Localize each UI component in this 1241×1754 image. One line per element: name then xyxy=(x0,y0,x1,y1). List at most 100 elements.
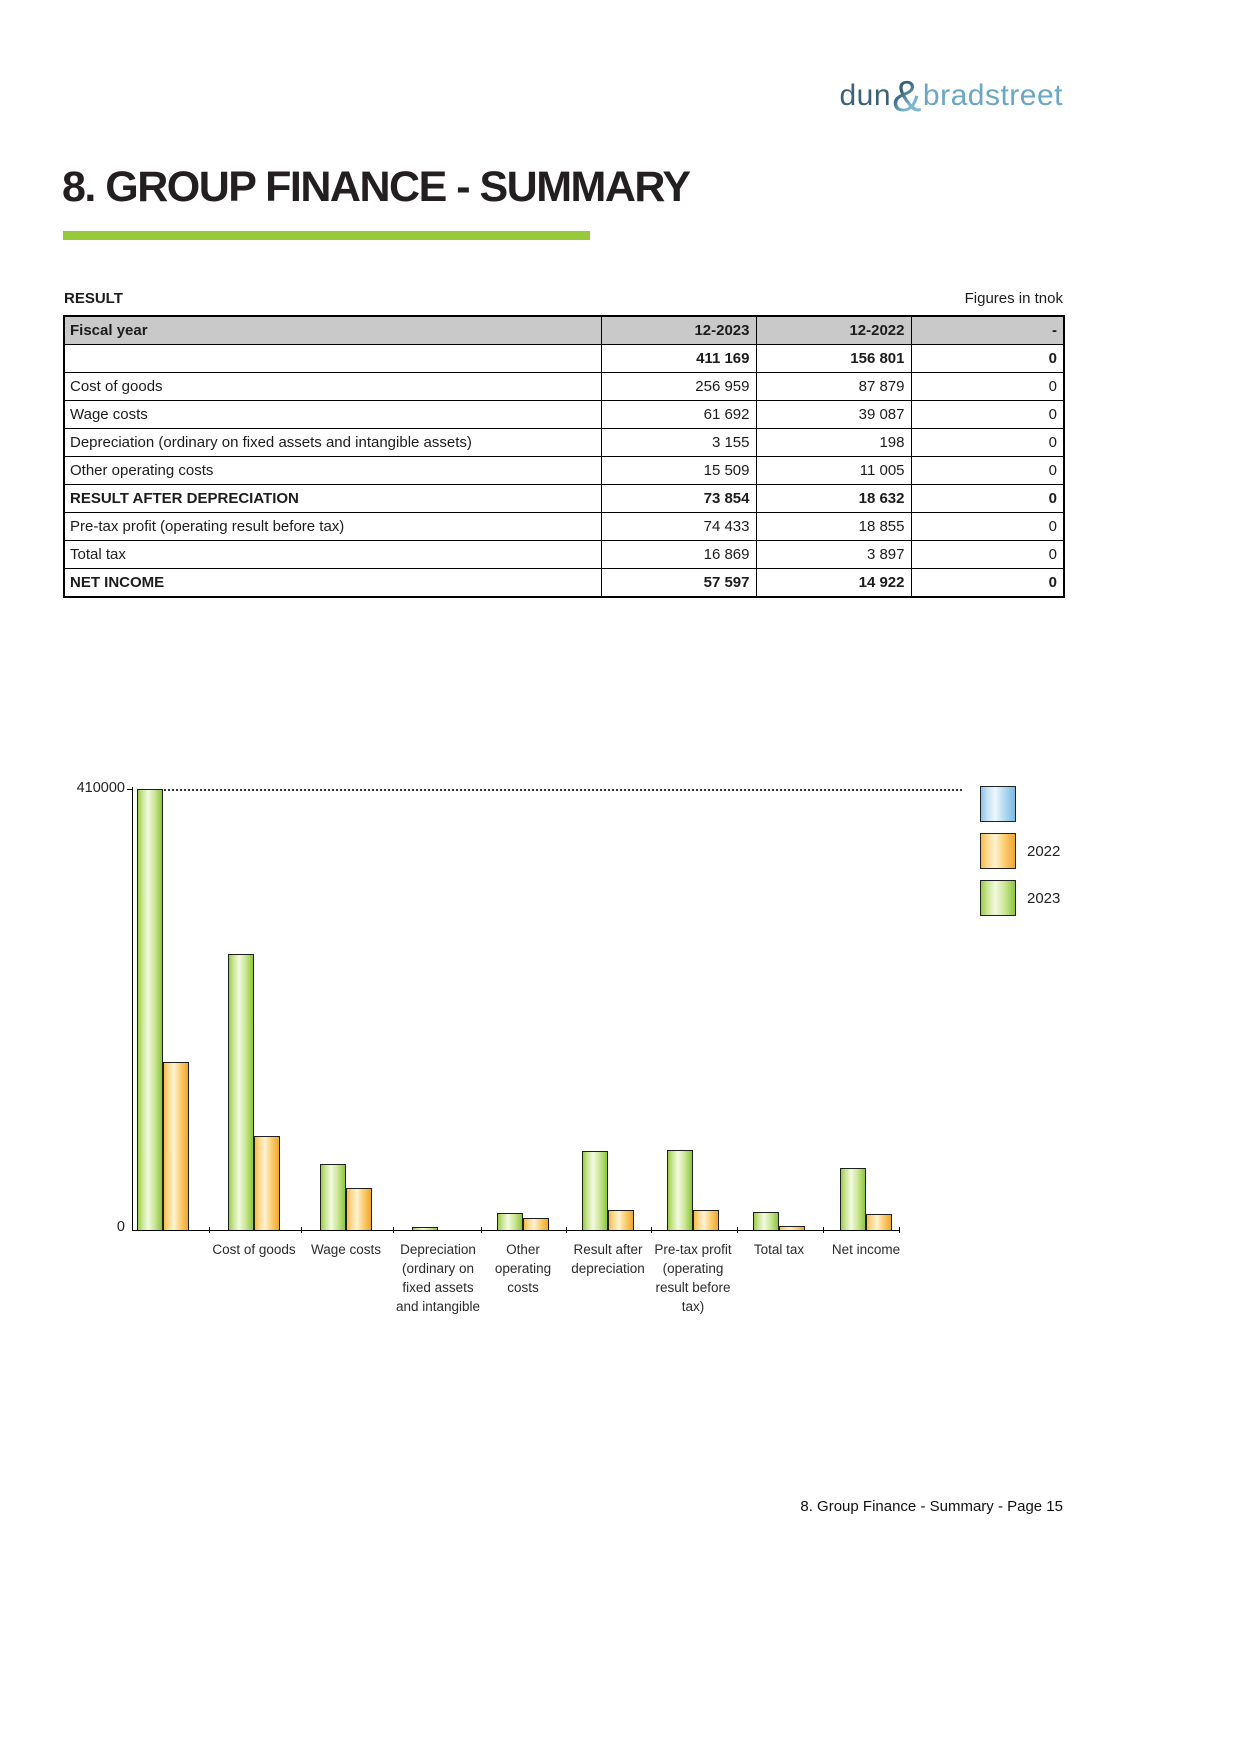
bar-2023-Cost of goods xyxy=(228,954,254,1230)
row-label: NET INCOME xyxy=(63,568,602,598)
x-axis-label-result-after-depreciation: Result after depreciation xyxy=(571,1242,645,1276)
bar-2023-Depreciation (ordinary on fixed assets and intangible xyxy=(412,1226,438,1230)
y-axis-zero-label: 0 xyxy=(116,1219,125,1235)
table-row: Wage costs 61 692 39 087 0 xyxy=(63,400,1065,429)
chart-x-axis xyxy=(132,1230,900,1231)
column-header-2022: 12-2022 xyxy=(755,315,912,345)
table-row: RESULT AFTER DEPRECIATION 73 854 18 632 0 xyxy=(63,484,1065,513)
value-dash: 0 xyxy=(910,568,1065,598)
row-label: Depreciation (ordinary on fixed assets a… xyxy=(63,428,602,457)
bar-2022-Pre-tax profit (operating result before tax) xyxy=(693,1209,719,1230)
legend-label-2022: 2022 xyxy=(1027,843,1061,860)
bar-2022-revenue xyxy=(163,1061,189,1230)
x-axis-label-depreciation-ordinary-on-fixed-assets-and-intangible: Depreciation (ordinary on fixed assets and … xyxy=(395,1242,481,1314)
x-axis-label-net-income: Net income xyxy=(831,1242,901,1257)
x-axis-label-cost-of-goods: Cost of goods xyxy=(212,1242,296,1257)
value-2023: 15 509 xyxy=(600,456,757,485)
value-2022: 39 087 xyxy=(755,400,912,429)
x-axis-tick xyxy=(481,1227,482,1233)
table-header-row: Fiscal year 12-2023 12-2022 - xyxy=(63,315,1065,345)
value-dash: 0 xyxy=(910,428,1065,457)
x-axis-end-tick xyxy=(899,1227,900,1233)
bar-2022-Other operating costs xyxy=(523,1218,549,1230)
bar-2023-Wage costs xyxy=(320,1163,346,1230)
bar-2022-Cost of goods xyxy=(254,1135,280,1230)
bar-2023-revenue xyxy=(137,788,163,1230)
value-2022: 87 879 xyxy=(755,372,912,401)
column-header-2023: 12-2023 xyxy=(600,315,757,345)
value-dash: 0 xyxy=(910,372,1065,401)
value-2022: 18 632 xyxy=(755,484,912,513)
column-header-dash: - xyxy=(910,315,1065,345)
legend-swatch-2022 xyxy=(980,833,1016,869)
legend-label-2023: 2023 xyxy=(1027,890,1061,907)
bar-2022-Net income xyxy=(866,1213,892,1230)
figures-unit-note: Figures in tnok xyxy=(964,290,1063,307)
row-label: RESULT AFTER DEPRECIATION xyxy=(63,484,602,513)
chart-top-gridline xyxy=(137,789,962,791)
value-dash: 0 xyxy=(910,484,1065,513)
value-2023: 74 433 xyxy=(600,512,757,541)
table-row: Total tax 16 869 3 897 0 xyxy=(63,540,1065,569)
value-2022: 18 855 xyxy=(755,512,912,541)
section-label: RESULT xyxy=(64,290,123,307)
dun-bradstreet-logo: dun&bradstreet xyxy=(840,72,1064,122)
bar-2023-Result after depreciation xyxy=(582,1150,608,1230)
value-2023: 256 959 xyxy=(600,372,757,401)
value-2023: 16 869 xyxy=(600,540,757,569)
chart-y-axis xyxy=(132,787,133,1231)
x-axis-tick xyxy=(209,1227,210,1233)
y-axis-max-label: 410000 xyxy=(76,780,125,796)
value-dash: 0 xyxy=(910,540,1065,569)
result-table: Fiscal year 12-2023 12-2022 - 411 169 156… xyxy=(63,315,1065,598)
row-label: Pre-tax profit (operating result before … xyxy=(63,512,602,541)
value-dash: 0 xyxy=(910,456,1065,485)
title-accent-rule xyxy=(63,231,590,240)
table-row: Cost of goods 256 959 87 879 0 xyxy=(63,372,1065,401)
bar-2022-Total tax xyxy=(779,1225,805,1230)
value-dash: 0 xyxy=(910,344,1065,373)
value-2023: 73 854 xyxy=(600,484,757,513)
logo-dun-text: dun xyxy=(839,79,892,112)
legend-swatch-2023 xyxy=(980,880,1016,916)
value-2022: 3 897 xyxy=(755,540,912,569)
row-label xyxy=(63,344,602,373)
table-row: Pre-tax profit (operating result before … xyxy=(63,512,1065,541)
logo-bradstreet-text: bradstreet xyxy=(922,79,1063,112)
bar-2023-Other operating costs xyxy=(497,1213,523,1230)
value-2022: 14 922 xyxy=(755,568,912,598)
x-axis-tick xyxy=(651,1227,652,1233)
legend-swatch-blue xyxy=(980,786,1016,822)
value-2023: 61 692 xyxy=(600,400,757,429)
row-label: Total tax xyxy=(63,540,602,569)
page-title: 8. GROUP FINANCE - SUMMARY xyxy=(62,163,691,211)
row-label: Cost of goods xyxy=(63,372,602,401)
bar-2023-Pre-tax profit (operating result before tax) xyxy=(667,1150,693,1230)
bar-2022-Wage costs xyxy=(346,1188,372,1230)
value-2022: 156 801 xyxy=(755,344,912,373)
row-label: Wage costs xyxy=(63,400,602,429)
value-dash: 0 xyxy=(910,512,1065,541)
result-table-body: 411 169 156 801 0 Cost of goods 256 959 87 87… xyxy=(63,344,1065,598)
bar-2022-Result after depreciation xyxy=(608,1210,634,1230)
table-row: NET INCOME 57 597 14 922 0 xyxy=(63,568,1065,598)
value-2022: 198 xyxy=(755,428,912,457)
bar-2023-Total tax xyxy=(753,1211,779,1230)
table-row: 411 169 156 801 0 xyxy=(63,344,1065,373)
x-axis-tick xyxy=(392,1227,394,1233)
x-axis-tick xyxy=(300,1227,302,1233)
value-dash: 0 xyxy=(910,400,1065,429)
y-axis-top-tick xyxy=(127,789,132,790)
x-axis-label-total-tax: Total tax xyxy=(753,1242,805,1257)
x-axis-tick xyxy=(823,1227,824,1233)
x-axis-tick xyxy=(566,1227,567,1233)
x-axis-label-wage-costs: Wage costs xyxy=(310,1242,382,1257)
table-row: Depreciation (ordinary on fixed assets a… xyxy=(63,428,1065,457)
x-axis-label-other-operating-costs: Other operating costs xyxy=(494,1242,552,1295)
column-header-fiscal-year: Fiscal year xyxy=(63,315,602,345)
page-footer: 8. Group Finance - Summary - Page 15 xyxy=(800,1498,1063,1515)
x-axis-tick xyxy=(736,1227,738,1233)
logo-ampersand-icon: & xyxy=(892,72,922,121)
